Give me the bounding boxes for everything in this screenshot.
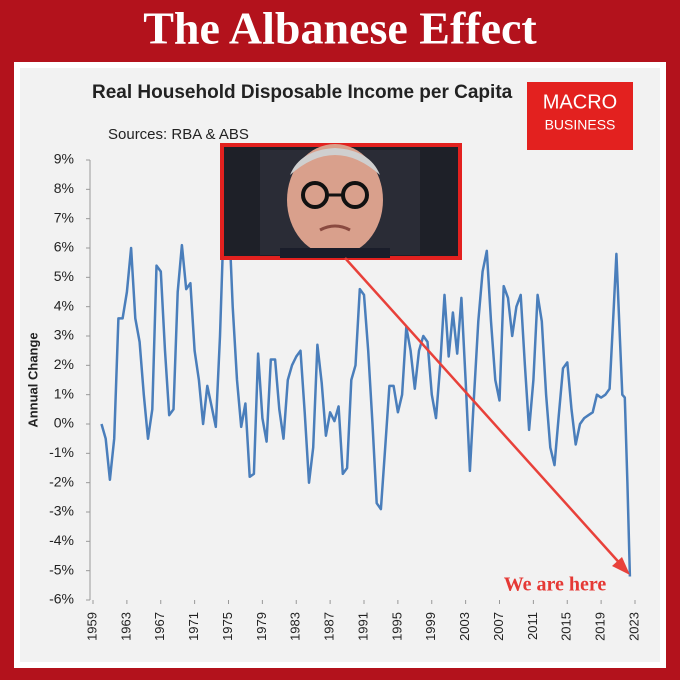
photo — [220, 143, 462, 260]
y-tick-label: 0% — [54, 415, 74, 431]
x-tick-label: 2015 — [559, 612, 574, 641]
arrow — [344, 257, 630, 575]
x-tick-label: 1999 — [423, 612, 438, 641]
x-tick-label: 1975 — [220, 612, 235, 641]
x-tick-label: 2003 — [457, 612, 472, 641]
x-tick-label: 1995 — [389, 612, 404, 641]
y-tick-label: -1% — [49, 444, 74, 460]
chart-subtitle: Sources: RBA & ABS — [108, 126, 249, 143]
page-title: The Albanese Effect — [143, 3, 537, 54]
x-tick-label: 1959 — [84, 612, 99, 641]
y-tick-label: 6% — [54, 239, 74, 255]
y-tick-label: 1% — [54, 385, 74, 401]
x-tick-label: 1967 — [152, 612, 167, 641]
x-tick-label: 2011 — [525, 612, 540, 640]
y-tick-label: 3% — [54, 327, 74, 343]
y-tick-label: -3% — [49, 503, 74, 519]
x-tick-label: 1979 — [254, 612, 269, 641]
chart-title: Real Household Disposable Income per Cap… — [92, 82, 513, 103]
y-tick-label: 4% — [54, 297, 74, 313]
logo-box — [527, 82, 633, 150]
y-tick-label: 9% — [54, 151, 74, 167]
logo-text: BUSINESS — [545, 117, 616, 133]
x-tick-label: 1963 — [118, 612, 133, 641]
y-tick-label: 2% — [54, 356, 74, 372]
y-tick-label: 5% — [54, 268, 74, 284]
y-tick-label: -4% — [49, 532, 74, 548]
x-tick-label: 1991 — [355, 612, 370, 641]
y-tick-label: -6% — [49, 591, 74, 607]
logo-text: MACRO — [543, 91, 617, 113]
x-tick-label: 2007 — [491, 612, 506, 641]
x-tick-label: 1987 — [322, 612, 337, 641]
x-tick-label: 1971 — [186, 612, 201, 641]
y-tick-label: 8% — [54, 180, 74, 196]
data-line — [100, 202, 632, 577]
x-tick-label: 2023 — [626, 612, 641, 641]
plot: -6% -5% -4% -3% -2% -1% 0% 1% 2% 3% 4% 5% 6% 7% 8% 9% 19… — [49, 151, 641, 641]
annotation: We are here — [504, 574, 607, 596]
y-tick-label: -2% — [49, 473, 74, 489]
y-tick-label: -5% — [49, 561, 74, 577]
y-tick-label: 7% — [54, 209, 74, 225]
y-axis-label: Annual Change — [25, 332, 40, 427]
x-tick-label: 1983 — [288, 612, 303, 641]
x-tick-label: 2019 — [593, 612, 608, 641]
